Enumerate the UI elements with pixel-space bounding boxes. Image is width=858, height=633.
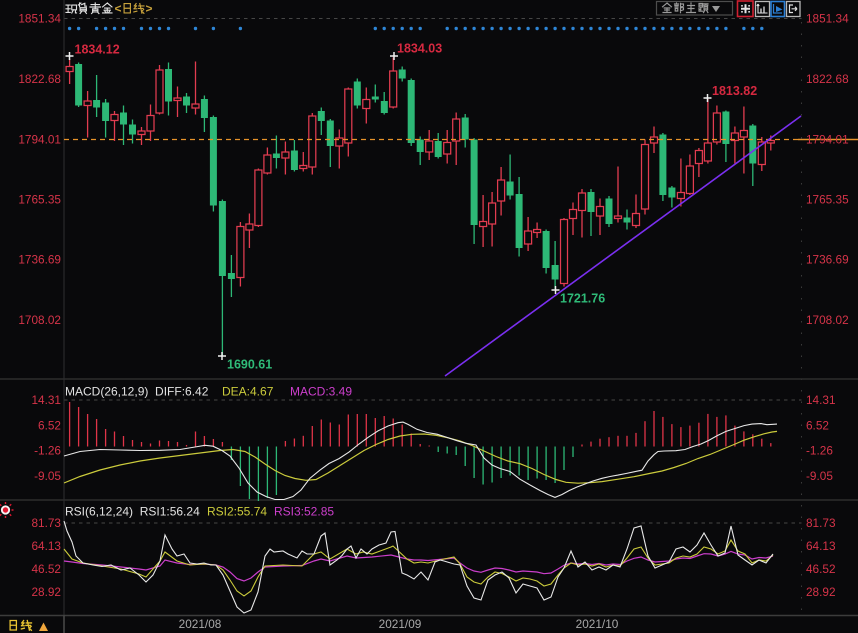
svg-text:-9.05: -9.05 xyxy=(806,469,833,483)
svg-text:6.52: 6.52 xyxy=(806,418,829,432)
svg-text:1690.61: 1690.61 xyxy=(227,358,272,372)
svg-text:1794.01: 1794.01 xyxy=(806,133,849,147)
svg-text:1822.68: 1822.68 xyxy=(806,72,849,86)
svg-text:-1.26: -1.26 xyxy=(34,444,61,458)
svg-text:1851.34: 1851.34 xyxy=(806,12,849,26)
svg-text:RSI(6,12,24) RSI1:56.24: RSI(6,12,24) RSI1:56.24 xyxy=(65,505,200,519)
svg-text:81.73: 81.73 xyxy=(806,516,836,530)
svg-text:81.73: 81.73 xyxy=(31,516,61,530)
svg-text:MACD(26,12,9) DIFF:6.42: MACD(26,12,9) DIFF:6.42 xyxy=(65,385,209,399)
svg-text:2021/08: 2021/08 xyxy=(179,617,222,631)
svg-text:28.92: 28.92 xyxy=(806,585,836,599)
svg-text:1721.76: 1721.76 xyxy=(560,292,605,306)
svg-text:46.52: 46.52 xyxy=(31,562,61,576)
svg-text:1765.35: 1765.35 xyxy=(18,192,61,206)
svg-text:1736.69: 1736.69 xyxy=(806,253,849,267)
svg-text:2021/10: 2021/10 xyxy=(576,617,619,631)
svg-text:MACD:3.49: MACD:3.49 xyxy=(290,385,352,399)
svg-text:-1.26: -1.26 xyxy=(806,444,833,458)
svg-text:1794.01: 1794.01 xyxy=(18,133,61,147)
svg-text:1708.02: 1708.02 xyxy=(18,313,61,327)
svg-text:1822.68: 1822.68 xyxy=(18,72,61,86)
svg-text:1708.02: 1708.02 xyxy=(806,313,849,327)
svg-text:6.52: 6.52 xyxy=(38,418,61,432)
svg-text:1736.69: 1736.69 xyxy=(18,253,61,267)
svg-text:64.13: 64.13 xyxy=(806,539,836,553)
svg-text:1834.03: 1834.03 xyxy=(397,42,442,56)
svg-text:1813.82: 1813.82 xyxy=(712,84,757,98)
svg-text:14.31: 14.31 xyxy=(806,393,836,407)
svg-text:RSI3:52.85: RSI3:52.85 xyxy=(274,505,334,519)
svg-text:1834.12: 1834.12 xyxy=(75,43,120,57)
svg-text:14.31: 14.31 xyxy=(31,393,61,407)
svg-text:28.92: 28.92 xyxy=(31,585,61,599)
svg-text:1765.35: 1765.35 xyxy=(806,192,849,206)
svg-text:1851.34: 1851.34 xyxy=(18,12,61,26)
svg-text:2021/09: 2021/09 xyxy=(379,617,422,631)
svg-text:46.52: 46.52 xyxy=(806,562,836,576)
svg-text:>: > xyxy=(146,2,153,16)
svg-text:DEA:4.67: DEA:4.67 xyxy=(222,385,274,399)
svg-text:<: < xyxy=(115,2,122,16)
svg-text:RSI2:55.74: RSI2:55.74 xyxy=(207,505,267,519)
svg-text:64.13: 64.13 xyxy=(31,539,61,553)
svg-text:-9.05: -9.05 xyxy=(34,469,61,483)
